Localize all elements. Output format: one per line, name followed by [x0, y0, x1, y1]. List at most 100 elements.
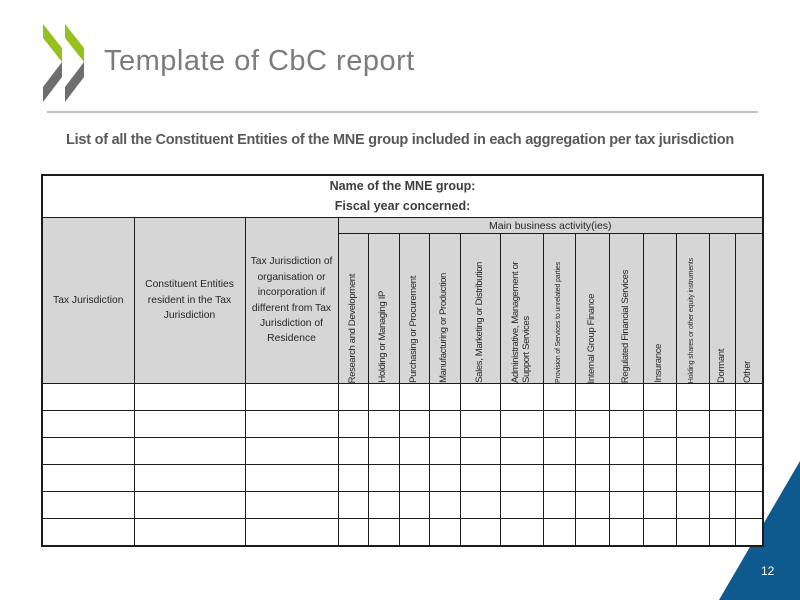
table-row [41, 518, 764, 547]
empty-cell [337, 518, 369, 547]
empty-cell [337, 410, 369, 438]
empty-cell [574, 410, 610, 438]
empty-cell [675, 491, 710, 519]
empty-cell [542, 437, 576, 465]
empty-cell [428, 437, 461, 465]
empty-cell [133, 410, 246, 438]
activity-header: Other [742, 360, 754, 383]
main-business-activities-header: Main business activity(ies) [337, 217, 764, 234]
empty-cell [675, 464, 710, 492]
empty-cell [608, 383, 644, 411]
empty-cell [642, 491, 677, 519]
empty-cell [675, 518, 710, 547]
activity-header-cell: Manufacturing or Production [428, 233, 461, 384]
empty-cell [499, 383, 544, 411]
empty-cell [734, 383, 764, 411]
empty-cell [734, 491, 764, 519]
empty-cell [367, 464, 400, 492]
activity-header-cell: Provision of Services to unrelated parti… [542, 233, 576, 384]
empty-cell [574, 383, 610, 411]
slide-title: Template of CbC report [104, 45, 415, 77]
empty-cell [642, 410, 677, 438]
mne-group-label: Name of the MNE group: [329, 179, 476, 194]
empty-cell [244, 464, 339, 492]
activity-header-cell: Research and Development [337, 233, 369, 384]
empty-cell [734, 410, 764, 438]
page-number: 12 [761, 564, 775, 578]
empty-cell [708, 464, 736, 492]
empty-cell [708, 437, 736, 465]
activity-header-cell: Holding or Managing IP [367, 233, 400, 384]
col-header-tax-jurisdiction: Tax Jurisdiction [41, 217, 135, 384]
slide-subtitle: List of all the Constituent Entities of … [66, 132, 734, 148]
empty-cell [133, 464, 246, 492]
table-row [41, 437, 764, 465]
activity-header: Provision of Services to unrelated parti… [554, 262, 562, 383]
empty-cell [133, 491, 246, 519]
empty-cell [398, 491, 430, 519]
cbc-template-table: Name of the MNE group: Fiscal year conce… [41, 174, 765, 547]
table-row [41, 464, 764, 492]
empty-cell [708, 410, 736, 438]
empty-cell [459, 410, 501, 438]
empty-cell [708, 491, 736, 519]
empty-cell [459, 518, 501, 547]
activity-header: Manufacturing or Production [438, 273, 450, 383]
activity-header: Dormant [715, 349, 727, 383]
empty-cell [41, 410, 135, 438]
empty-cell [708, 383, 736, 411]
table-row [41, 410, 764, 438]
empty-cell [574, 437, 610, 465]
empty-cell [133, 437, 246, 465]
empty-cell [542, 518, 576, 547]
empty-cell [428, 410, 461, 438]
activity-header: Sales, Marketing or Distribution [473, 262, 485, 383]
empty-cell [367, 491, 400, 519]
activity-header-cell: Holding shares or other equity instrumen… [675, 233, 710, 384]
empty-cell [642, 464, 677, 492]
empty-cell [41, 437, 135, 465]
empty-cell [367, 383, 400, 411]
activity-header-cell: Administrative, Management or Support Se… [499, 233, 544, 384]
title-divider [47, 111, 758, 113]
activity-header: Administrative, Management or Support Se… [509, 261, 532, 383]
empty-data-rows [41, 383, 764, 547]
empty-cell [133, 518, 246, 547]
col-header-tax-jurisdiction-incorporation: Tax Jurisdiction of organisation or inco… [244, 217, 339, 384]
empty-cell [398, 464, 430, 492]
empty-cell [337, 491, 369, 519]
activity-header: Research and Development [346, 273, 358, 383]
mne-name-row: Name of the MNE group: Fiscal year conce… [41, 174, 764, 218]
empty-cell [574, 464, 610, 492]
empty-cell [499, 410, 544, 438]
empty-cell [642, 518, 677, 547]
activity-header-cell: Other [734, 233, 764, 384]
mne-name-cell: Name of the MNE group: Fiscal year conce… [41, 174, 764, 218]
empty-cell [428, 518, 461, 547]
empty-cell [41, 491, 135, 519]
activity-header: Purchasing or Procurement [407, 276, 419, 383]
activity-header: Insurance [653, 344, 665, 383]
header-row-top: Tax Jurisdiction Constituent Entities re… [41, 217, 764, 384]
empty-cell [675, 437, 710, 465]
empty-cell [542, 464, 576, 492]
empty-cell [41, 518, 135, 547]
empty-cell [608, 518, 644, 547]
empty-cell [337, 437, 369, 465]
empty-cell [675, 383, 710, 411]
empty-cell [367, 410, 400, 438]
empty-cell [608, 437, 644, 465]
activity-header: Holding or Managing IP [377, 291, 389, 383]
empty-cell [41, 464, 135, 492]
empty-cell [499, 464, 544, 492]
empty-cell [398, 383, 430, 411]
empty-cell [244, 410, 339, 438]
empty-cell [398, 410, 430, 438]
table-row [41, 491, 764, 519]
empty-cell [574, 491, 610, 519]
oecd-chevrons-logo-icon [43, 24, 84, 102]
empty-cell [459, 383, 501, 411]
empty-cell [41, 383, 135, 411]
activity-header-cell: Sales, Marketing or Distribution [459, 233, 501, 384]
